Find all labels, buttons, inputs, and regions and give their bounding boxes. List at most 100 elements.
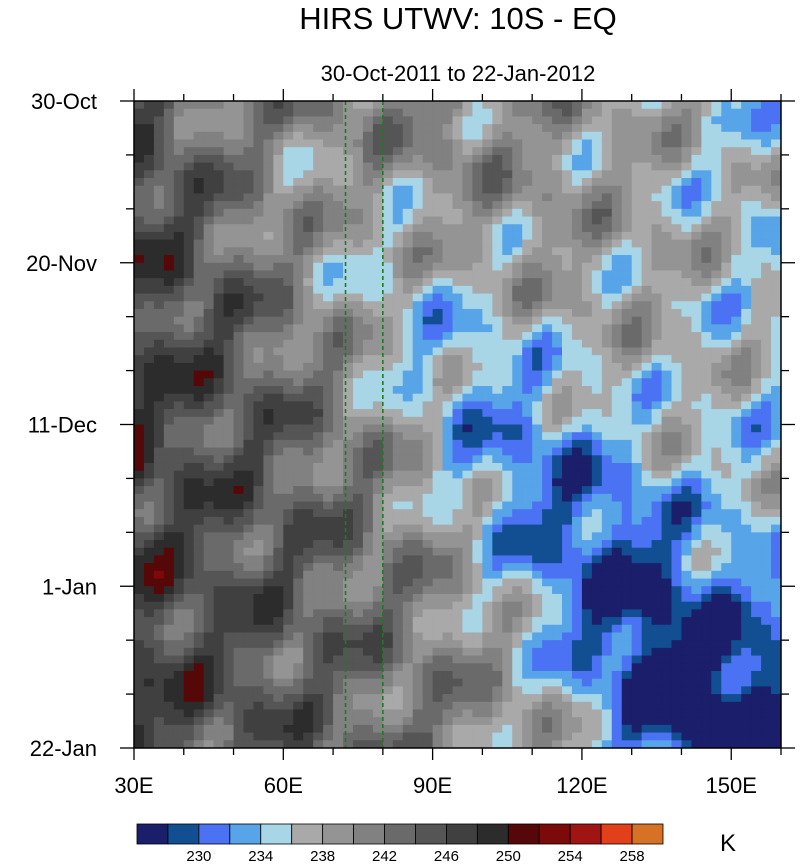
contour-cell — [303, 409, 314, 418]
contour-cell — [372, 501, 384, 510]
contour-cell — [562, 224, 573, 233]
contour-cell — [571, 578, 583, 587]
contour-cell — [293, 224, 304, 233]
contour-cell — [631, 293, 643, 302]
contour-cell — [183, 478, 195, 487]
contour-cell — [581, 293, 593, 302]
contour-cell — [691, 609, 702, 618]
contour-cell — [442, 455, 454, 464]
contour-cell — [323, 293, 334, 302]
contour-cell — [661, 224, 673, 233]
contour-cell — [552, 147, 563, 156]
contour-cell — [173, 647, 185, 657]
contour-cell — [631, 447, 643, 456]
contour-cell — [611, 247, 623, 256]
contour-cell — [203, 101, 215, 110]
contour-cell — [601, 147, 613, 156]
contour-cell — [661, 385, 673, 395]
contour-cell — [273, 101, 284, 110]
contour-cell — [581, 370, 593, 379]
contour-cell — [333, 409, 344, 418]
contour-cell — [442, 116, 454, 125]
contour-cell — [611, 532, 623, 541]
contour-cell — [601, 640, 613, 649]
contour-cell — [472, 547, 483, 557]
contour-cell — [711, 393, 722, 402]
contour-cell — [382, 239, 394, 248]
contour-cell — [173, 239, 185, 248]
contour-cell — [681, 578, 693, 587]
contour-cell — [303, 678, 314, 687]
contour-cell — [422, 547, 434, 557]
contour-cell — [382, 332, 394, 341]
contour-cell — [671, 632, 683, 641]
contour-cell — [711, 617, 722, 626]
contour-cell — [233, 401, 245, 410]
contour-cell — [552, 563, 563, 572]
contour-cell — [462, 301, 474, 310]
contour-cell — [432, 401, 444, 410]
contour-cell — [492, 601, 503, 610]
contour-cell — [402, 154, 414, 164]
contour-cell — [621, 647, 633, 657]
contour-cell — [761, 516, 772, 526]
contour-cell — [681, 339, 693, 349]
contour-cell — [243, 154, 255, 164]
contour-cell — [333, 670, 344, 680]
contour-cell — [313, 601, 324, 610]
contour-cell — [143, 655, 155, 664]
contour-cell — [193, 378, 205, 387]
contour-cell — [313, 424, 324, 433]
contour-cell — [641, 154, 653, 164]
contour-cell — [741, 655, 752, 664]
contour-cell — [701, 162, 712, 171]
contour-cell — [293, 185, 304, 195]
contour-cell — [323, 393, 334, 402]
contour-cell — [253, 362, 264, 372]
contour-cell — [392, 609, 404, 618]
contour-cell — [581, 224, 593, 233]
contour-cell — [223, 655, 235, 664]
contour-cell — [273, 362, 284, 372]
contour-cell — [601, 239, 613, 248]
contour-cell — [143, 385, 155, 395]
contour-cell — [581, 347, 593, 356]
contour-cell — [323, 178, 334, 187]
contour-cell — [452, 570, 464, 580]
contour-cell — [372, 170, 384, 179]
contour-cell — [362, 416, 374, 426]
contour-cell — [532, 678, 543, 687]
contour-cell — [372, 509, 384, 518]
contour-cell — [213, 547, 225, 557]
contour-cell — [233, 255, 245, 264]
contour-cell — [661, 316, 673, 325]
contour-cell — [631, 532, 643, 541]
contour-cell — [502, 478, 513, 487]
contour-cell — [581, 424, 593, 433]
contour-cell — [163, 678, 175, 687]
contour-cell — [402, 432, 414, 441]
contour-cell — [382, 609, 394, 618]
contour-cell — [641, 216, 653, 225]
contour-cell — [542, 393, 553, 402]
contour-cell — [532, 439, 543, 449]
contour-cell — [731, 547, 742, 557]
contour-cell — [641, 308, 653, 318]
contour-cell — [283, 540, 294, 549]
contour-cell — [422, 308, 434, 318]
contour-cell — [681, 255, 693, 264]
contour-cell — [362, 578, 374, 587]
contour-cell — [432, 524, 444, 533]
contour-cell — [203, 339, 215, 349]
contour-cell — [542, 663, 553, 672]
contour-cell — [392, 455, 404, 464]
contour-cell — [134, 308, 145, 318]
contour-cell — [741, 185, 752, 195]
contour-cell — [283, 339, 294, 349]
contour-cell — [143, 663, 155, 672]
contour-cell — [412, 239, 424, 248]
contour-cell — [273, 270, 284, 279]
contour-cell — [372, 640, 384, 649]
contour-cell — [362, 524, 374, 533]
contour-cell — [333, 347, 344, 356]
